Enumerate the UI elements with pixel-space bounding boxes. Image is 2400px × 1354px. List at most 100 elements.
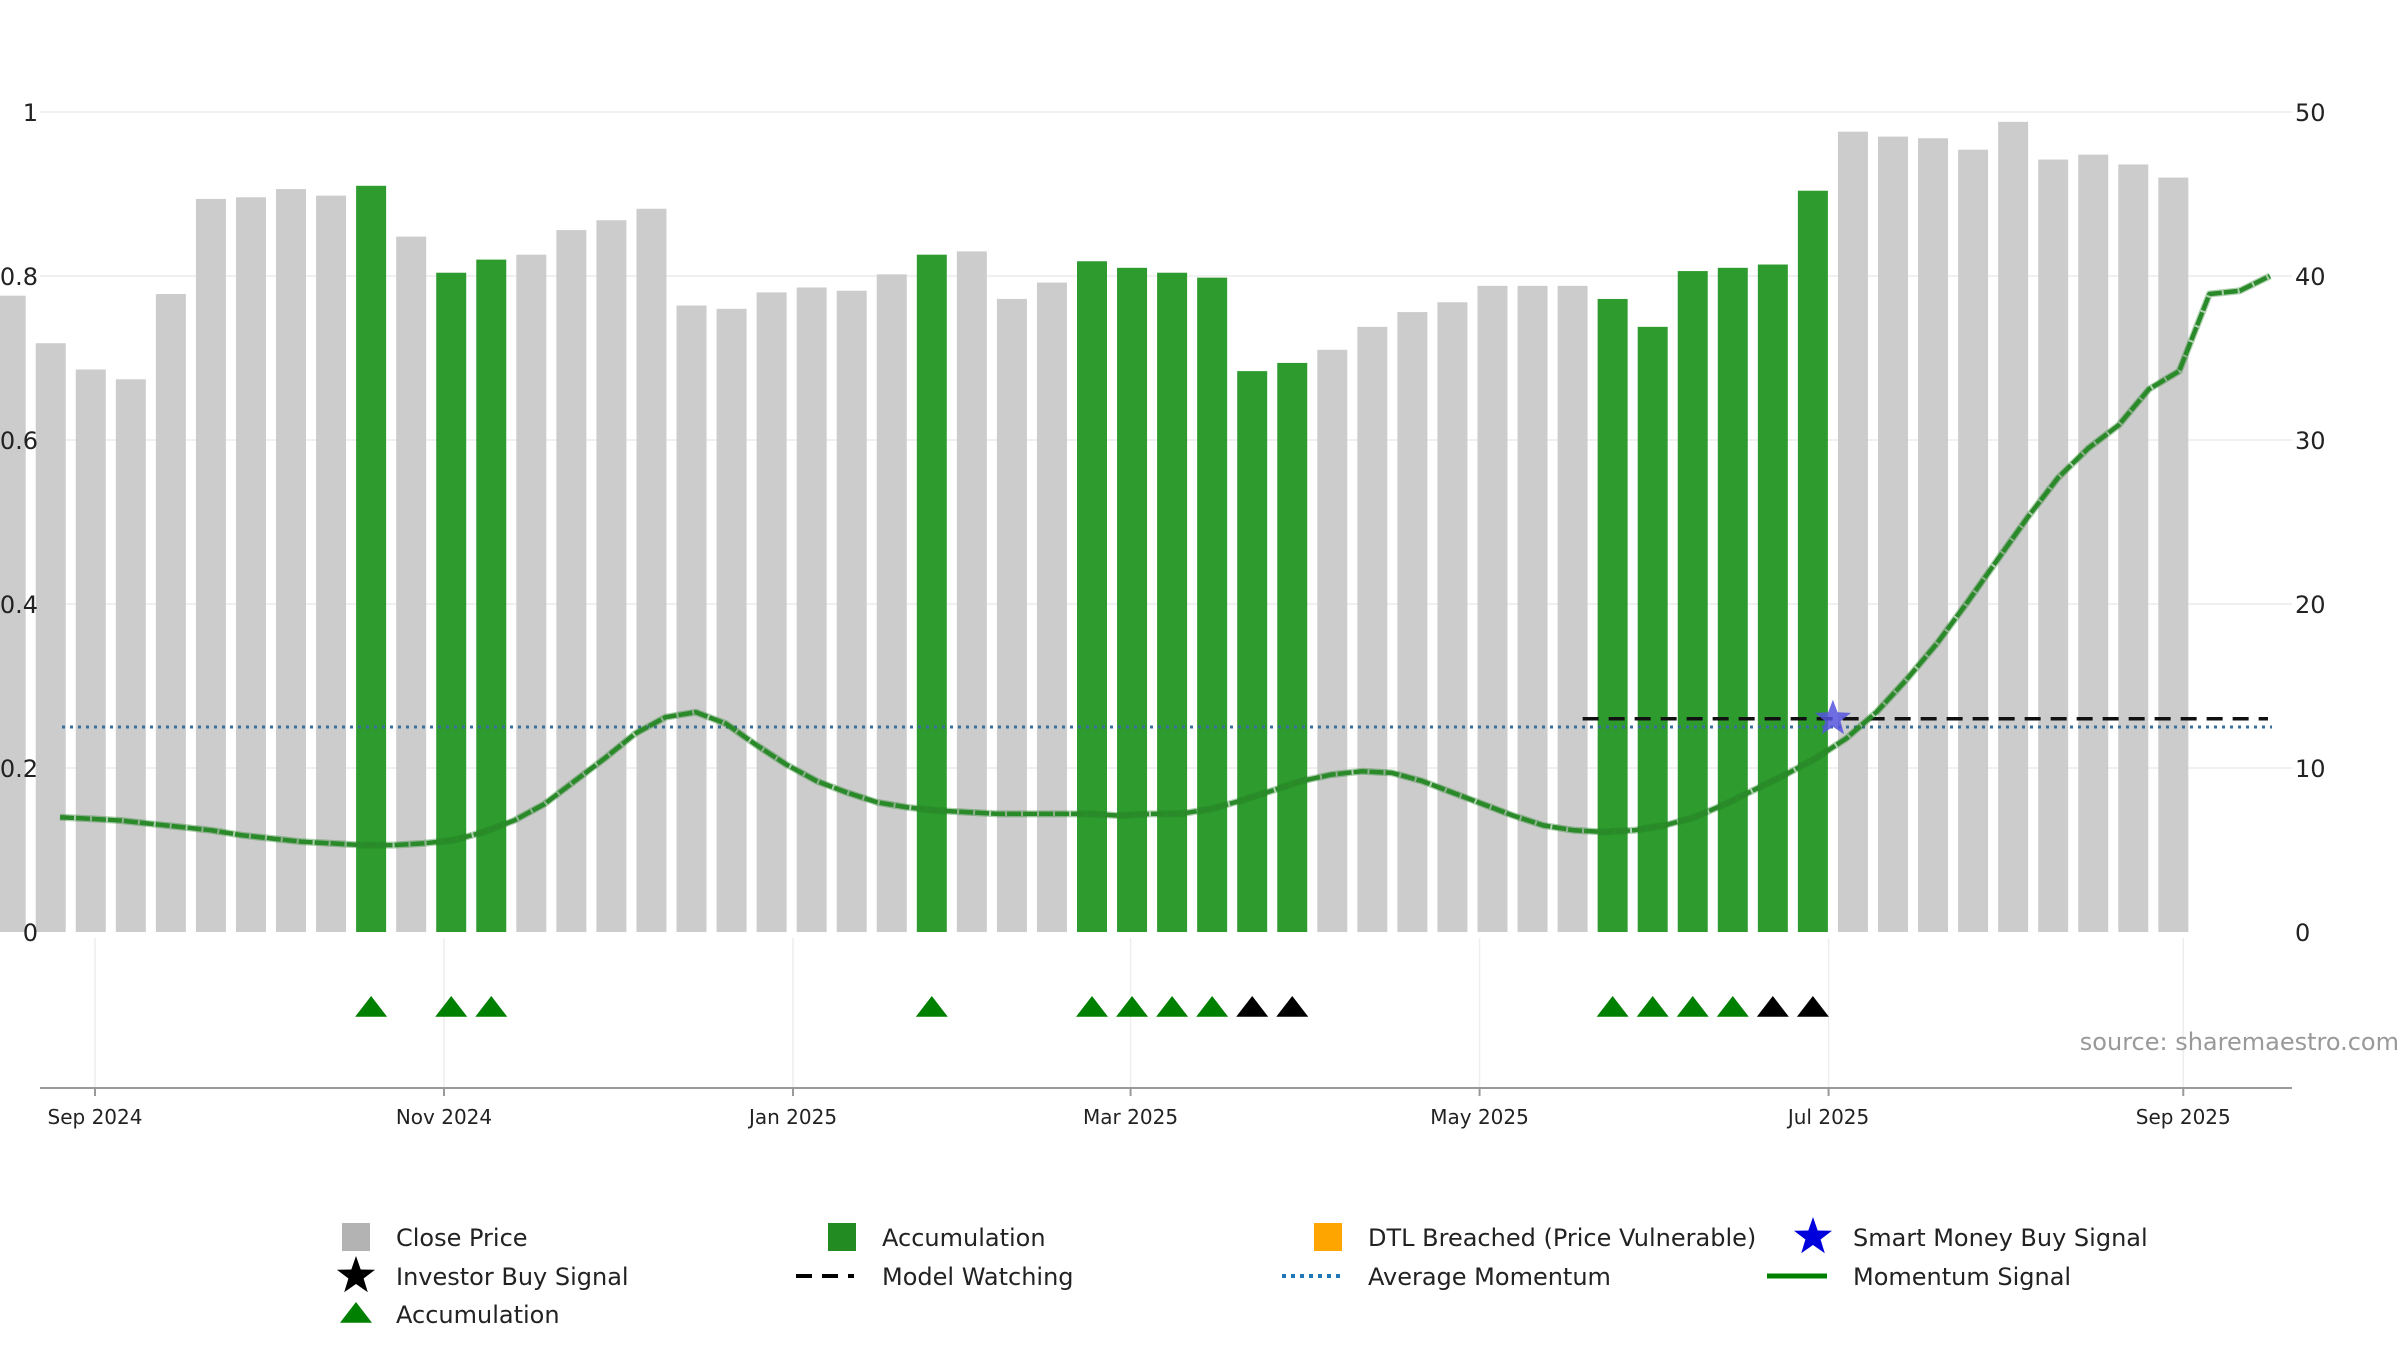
close-price-bar [75,369,106,933]
accumulation-bar [1197,277,1228,932]
accumulation-marker [1076,996,1108,1017]
close-price-bar [556,230,587,932]
accumulation-marker [475,996,508,1017]
accumulation-bar [356,185,387,933]
legend-swatch-square [1314,1223,1342,1251]
accumulation-bar [476,259,507,933]
close-price-bar [1958,149,1989,933]
accumulation-bar [1597,298,1628,933]
accumulation-marker [1636,996,1669,1017]
accumulation-bar [1277,362,1308,932]
close-price-bar [1877,136,1908,933]
accumulation-bar [1117,267,1148,932]
close-price-bar [676,305,707,932]
legend-label: Investor Buy Signal [396,1263,629,1291]
close-price-bar [1477,285,1508,933]
close-price-bar [876,274,907,932]
close-price-bar [0,295,26,932]
legend-label: Momentum Signal [1853,1263,2071,1291]
close-price-bar [1918,138,1949,933]
accumulation-bar [1637,326,1668,933]
investor-buy-marker [1796,996,1829,1017]
axes-layer: Sep 2024 Nov 2024 Jan 2025 Mar 2025 May 2025… [0,99,2326,1129]
close-price-bar [276,189,307,932]
legend-label: DTL Breached (Price Vulnerable) [1368,1224,1756,1252]
close-price-bar [836,290,867,932]
close-price-bar [1557,285,1588,933]
y-left-tick-label: 0.6 [0,427,38,455]
x-tick-label: Mar 2025 [1083,1105,1178,1129]
accumulation-marker [1596,996,1629,1017]
legend-label: Smart Money Buy Signal [1853,1224,2148,1252]
y-left-tick-label: 1 [23,99,38,127]
accumulation-bar [1157,272,1188,933]
y-left-tick-label: 0.4 [0,591,38,619]
close-price-bar [756,292,787,932]
momentum-signal-line [59,273,2271,848]
close-price-bar [2158,177,2189,933]
y-right-tick-label: 20 [2295,591,2326,619]
legend-swatch-star [1794,1217,1832,1254]
close-price-bar [195,198,226,933]
accumulation-bar [1717,267,1748,932]
close-price-bar [956,251,987,932]
x-tick-label: Sep 2024 [48,1105,143,1129]
close-price-bar [1998,121,2029,933]
markers-layer [355,699,1851,1017]
legend-label: Close Price [396,1224,528,1252]
legend-label: Accumulation [396,1301,560,1329]
smart-money-buy-star [1814,699,1851,735]
investor-buy-marker [1236,996,1269,1017]
investor-buy-marker [1276,996,1309,1017]
accumulation-bar [1677,271,1708,933]
legend-swatch-triangle [340,1302,372,1323]
close-price-bar [235,197,266,932]
close-price-bar [396,236,427,932]
legend-swatch-square [828,1223,856,1251]
close-price-bar [1036,282,1067,932]
y-right-tick-label: 10 [2295,755,2326,783]
legend-label: Average Momentum [1368,1263,1611,1291]
accumulation-marker [1196,996,1229,1017]
accumulation-marker [1716,996,1749,1017]
accumulation-bar [1797,190,1828,933]
x-tick-label: May 2025 [1430,1105,1529,1129]
close-price-bar [1397,312,1428,933]
close-price-bar [35,343,66,932]
accumulation-bar [436,272,467,933]
x-tick-label: Sep 2025 [2136,1105,2231,1129]
close-price-bar [716,308,747,932]
accumulation-bar [1757,264,1788,932]
close-price-bar [636,208,667,932]
close-price-bar [316,195,347,932]
legend-label: Model Watching [882,1263,1074,1291]
close-price-bar [1517,285,1548,933]
close-price-bar [1837,131,1868,932]
y-left-tick-label: 0.2 [0,755,38,783]
legend: Close Price Accumulation DTL Breached (Pri… [337,1217,2148,1329]
legend-swatch-square [342,1223,370,1251]
accumulation-marker [1156,996,1189,1017]
source-label: source: sharemaestro.com [2080,1028,2399,1056]
accumulation-marker [1116,996,1149,1017]
close-price-bar [115,379,146,932]
y-right-tick-label: 40 [2295,263,2326,291]
x-tick-label: Jul 2025 [1786,1105,1869,1129]
x-tick-label: Nov 2024 [396,1105,492,1129]
accumulation-bar [1077,261,1107,932]
close-price-bar [1357,326,1388,933]
legend-label: Accumulation [882,1224,1046,1252]
y-left-tick-label: 0 [23,919,38,947]
close-price-bar [1437,302,1468,932]
close-price-bar [516,254,547,932]
accumulation-bar [1237,371,1268,932]
x-tick-label: Jan 2025 [747,1105,837,1129]
close-price-bar [2118,164,2149,933]
accumulation-marker [1676,996,1709,1017]
accumulation-bar [916,254,947,932]
investor-buy-marker [1756,996,1789,1017]
y-right-tick-label: 0 [2295,919,2310,947]
lines-layer [59,272,2272,849]
y-left-tick-label: 0.8 [0,263,38,291]
